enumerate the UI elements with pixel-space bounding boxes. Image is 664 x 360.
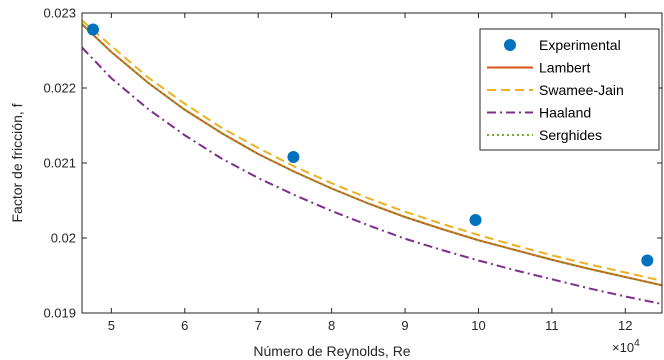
y-tick-label: 0.023 (43, 6, 76, 21)
x-tick-label: 12 (618, 318, 632, 333)
legend-label-haaland: Haaland (539, 105, 591, 121)
y-tick-label: 0.021 (43, 156, 76, 171)
x-tick-label: 8 (328, 318, 335, 333)
x-multiplier-base: ×10 (612, 340, 634, 355)
legend-marker-experimental (504, 39, 516, 51)
x-tick-label: 7 (255, 318, 262, 333)
series-layer (82, 19, 662, 305)
legend-label-lambert: Lambert (539, 60, 590, 76)
y-axis-label: Factor de fricción, f (9, 103, 25, 222)
x-tick-label: 6 (181, 318, 188, 333)
x-tick-label: 10 (471, 318, 485, 333)
x-tick-label: 9 (401, 318, 408, 333)
x-axis-ticks: 5 6 7 8 9 10 11 12 (108, 13, 633, 333)
experimental-point (87, 23, 100, 36)
legend-label-serghides: Serghides (539, 127, 602, 143)
legend: Experimental Lambert Swamee-Jain Haaland Ser… (479, 28, 660, 151)
y-tick-label: 0.019 (43, 306, 76, 321)
x-axis-multiplier: ×104 (612, 338, 640, 355)
series-line-haaland (82, 46, 662, 305)
legend-label-swamee-jain: Swamee-Jain (539, 82, 624, 98)
series-line-swamee-jain (82, 19, 662, 282)
x-tick-label: 5 (108, 318, 115, 333)
experimental-point (287, 151, 300, 163)
y-tick-label: 0.02 (51, 231, 76, 246)
x-tick-label: 11 (545, 318, 559, 333)
experimental-point (641, 254, 654, 267)
series-line-serghides (82, 23, 662, 287)
x-axis-label: Número de Reynolds, Re (253, 343, 410, 359)
y-axis-ticks: 0.019 0.02 0.021 0.022 0.023 (43, 6, 662, 321)
legend-label-experimental: Experimental (539, 37, 621, 53)
y-tick-label: 0.022 (43, 81, 76, 96)
experimental-point (469, 214, 482, 226)
x-multiplier-exponent: 4 (634, 338, 640, 349)
experimental-points (87, 23, 654, 267)
